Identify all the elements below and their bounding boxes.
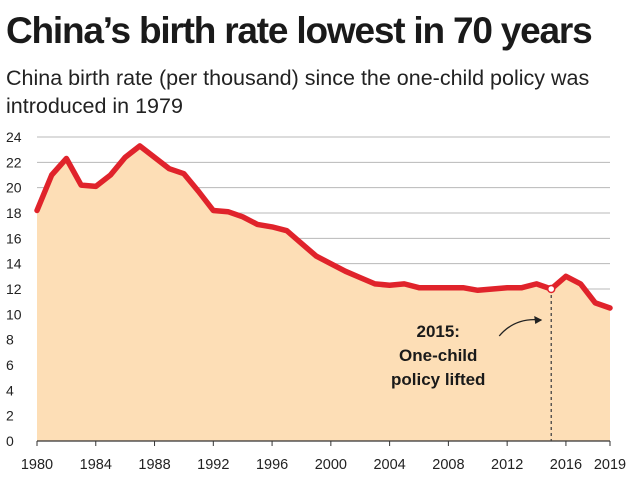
annotation-text-line-1: 2015: xyxy=(416,322,459,341)
x-tick-2012: 2012 xyxy=(491,457,523,473)
x-tick-2008: 2008 xyxy=(432,457,464,473)
x-tick-2004: 2004 xyxy=(373,457,405,473)
y-tick-8: 8 xyxy=(6,332,14,348)
y-tick-10: 10 xyxy=(6,306,22,322)
annotation-text-line-2: One-child xyxy=(399,346,477,365)
y-tick-2: 2 xyxy=(6,408,14,424)
y-tick-6: 6 xyxy=(6,357,14,373)
y-tick-24: 24 xyxy=(6,129,22,145)
x-tick-1984: 1984 xyxy=(80,457,112,473)
y-tick-12: 12 xyxy=(6,281,22,297)
x-tick-1996: 1996 xyxy=(256,457,288,473)
y-tick-4: 4 xyxy=(6,382,14,398)
annotation-text-line-3: policy lifted xyxy=(391,370,485,389)
y-tick-18: 18 xyxy=(6,205,22,221)
x-tick-labels: 1980 1984 1988 1992 1996 2000 2004 2008 2012 2016… xyxy=(21,457,626,473)
x-tick-1992: 1992 xyxy=(197,457,229,473)
x-tick-1988: 1988 xyxy=(138,457,170,473)
axes xyxy=(36,440,611,446)
annotation-marker xyxy=(546,284,556,294)
birth-rate-area xyxy=(37,145,610,441)
birth-rate-line xyxy=(34,143,613,311)
annotation-arrowhead xyxy=(534,316,543,324)
y-tick-14: 14 xyxy=(6,256,22,272)
chart-subtitle: China birth rate (per thousand) since th… xyxy=(6,66,590,118)
x-tick-2019: 2019 xyxy=(594,457,626,473)
chart-title: China’s birth rate lowest in 70 years xyxy=(6,10,593,51)
x-tick-2016: 2016 xyxy=(550,457,582,473)
y-tick-16: 16 xyxy=(6,230,22,246)
y-tick-22: 22 xyxy=(6,154,22,170)
x-tick-1980: 1980 xyxy=(21,457,53,473)
y-tick-20: 20 xyxy=(6,180,22,196)
x-tick-2000: 2000 xyxy=(315,457,347,473)
y-tick-0: 0 xyxy=(6,433,14,449)
policy-annotation: 2015: One-child policy lifted xyxy=(391,284,556,441)
